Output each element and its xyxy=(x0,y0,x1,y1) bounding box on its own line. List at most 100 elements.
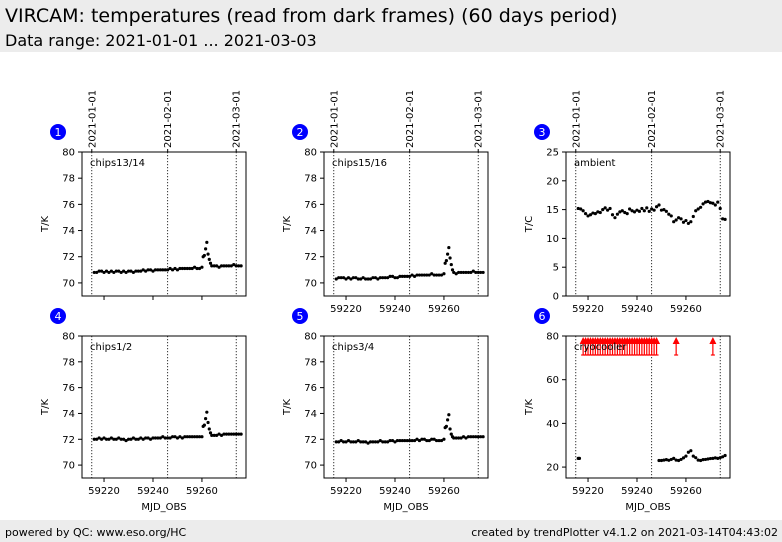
flag-marker-arrow xyxy=(653,337,661,344)
data-point xyxy=(139,436,143,440)
x-axis-label: MJD_OBS xyxy=(141,502,186,513)
data-point xyxy=(337,276,341,280)
chart-panel-1: 2021-01-01 2021-02-01 2021-03-01 70 72 74 76 78… xyxy=(40,90,247,300)
data-point xyxy=(412,438,417,443)
chart-panel-5: 70 72 74 76 78 80 59220 59240 59260 T/K MJD_OBS chi… xyxy=(282,308,489,513)
data-point xyxy=(659,458,664,463)
data-point xyxy=(603,206,607,210)
data-point xyxy=(684,454,688,458)
data-point xyxy=(637,209,642,213)
data-point xyxy=(183,435,187,439)
data-point xyxy=(122,269,126,273)
x-tick-label: 59240 xyxy=(379,304,411,315)
data-point xyxy=(92,437,96,441)
data-point xyxy=(479,435,483,439)
data-point xyxy=(679,457,683,462)
data-point xyxy=(192,265,197,269)
data-point xyxy=(207,427,211,431)
chart-panel-3: 2021-01-01 2021-02-01 2021-03-01 0 5 10 15 20 25… xyxy=(524,90,731,315)
data-point xyxy=(652,208,656,212)
data-point xyxy=(208,431,213,435)
data-point xyxy=(153,436,158,440)
data-point xyxy=(721,455,725,459)
data-point xyxy=(337,440,341,444)
data-point xyxy=(381,440,385,444)
data-point xyxy=(346,276,351,280)
data-point xyxy=(224,432,229,436)
data-point xyxy=(642,209,646,213)
data-point xyxy=(144,269,148,273)
y-tick-label: 76 xyxy=(62,383,75,394)
data-point xyxy=(124,270,128,275)
data-point xyxy=(192,435,197,439)
plot-frame xyxy=(565,335,731,479)
data-point xyxy=(354,276,358,280)
x-tick-label: 59240 xyxy=(379,486,411,497)
data-point xyxy=(349,440,353,444)
data-point xyxy=(647,209,651,213)
data-point xyxy=(425,273,429,277)
data-point xyxy=(623,210,627,215)
data-point xyxy=(219,264,224,268)
data-point xyxy=(577,456,582,460)
data-point xyxy=(645,206,649,210)
data-point xyxy=(437,273,441,277)
data-point xyxy=(180,436,184,440)
y-tick-label: 76 xyxy=(304,200,317,211)
data-point xyxy=(161,435,165,439)
data-point xyxy=(126,269,131,273)
data-point xyxy=(439,273,444,277)
data-point xyxy=(141,437,145,441)
date-marker-label: 2021-02-01 xyxy=(405,90,416,148)
y-tick-label: 72 xyxy=(62,435,75,446)
data-point xyxy=(386,276,390,280)
panel-number: 5 xyxy=(297,310,304,323)
data-point xyxy=(464,436,468,440)
data-point xyxy=(334,277,338,281)
data-point xyxy=(237,264,241,268)
data-point xyxy=(669,214,673,218)
data-point xyxy=(657,458,661,463)
data-point xyxy=(390,274,395,278)
data-point xyxy=(476,270,480,275)
data-point xyxy=(146,268,150,272)
data-point xyxy=(200,265,204,269)
data-point xyxy=(364,277,368,281)
data-point xyxy=(684,218,688,223)
y-tick-label: 74 xyxy=(304,226,317,237)
data-point xyxy=(481,270,485,275)
data-point xyxy=(378,276,382,280)
x-tick-label: 59260 xyxy=(186,486,218,497)
data-point xyxy=(351,440,355,444)
data-point xyxy=(219,433,224,437)
data-point xyxy=(694,456,698,460)
data-point xyxy=(674,218,678,222)
data-point xyxy=(383,440,387,444)
panel-number: 2 xyxy=(297,126,304,139)
data-point xyxy=(239,432,243,436)
data-point xyxy=(662,458,666,462)
x-tick-label: 59220 xyxy=(330,486,362,497)
flag-marker-arrow xyxy=(672,337,680,344)
data-point xyxy=(344,277,348,281)
data-point xyxy=(667,458,671,462)
data-point xyxy=(439,438,444,443)
data-point xyxy=(376,440,380,444)
data-point xyxy=(234,432,238,436)
x-tick-label: 59240 xyxy=(137,486,169,497)
panel-label: ambient xyxy=(574,158,615,169)
y-tick-label: 80 xyxy=(304,332,317,343)
data-point xyxy=(654,205,659,209)
data-point xyxy=(97,269,101,273)
data-point xyxy=(454,272,458,276)
data-point xyxy=(425,438,429,443)
data-point xyxy=(197,266,202,271)
data-point xyxy=(144,436,148,440)
data-point xyxy=(136,437,140,441)
data-point xyxy=(427,273,431,277)
data-point xyxy=(448,427,452,431)
data-point xyxy=(364,440,368,444)
data-point xyxy=(371,276,375,280)
data-point xyxy=(723,453,727,458)
data-point xyxy=(341,276,346,280)
